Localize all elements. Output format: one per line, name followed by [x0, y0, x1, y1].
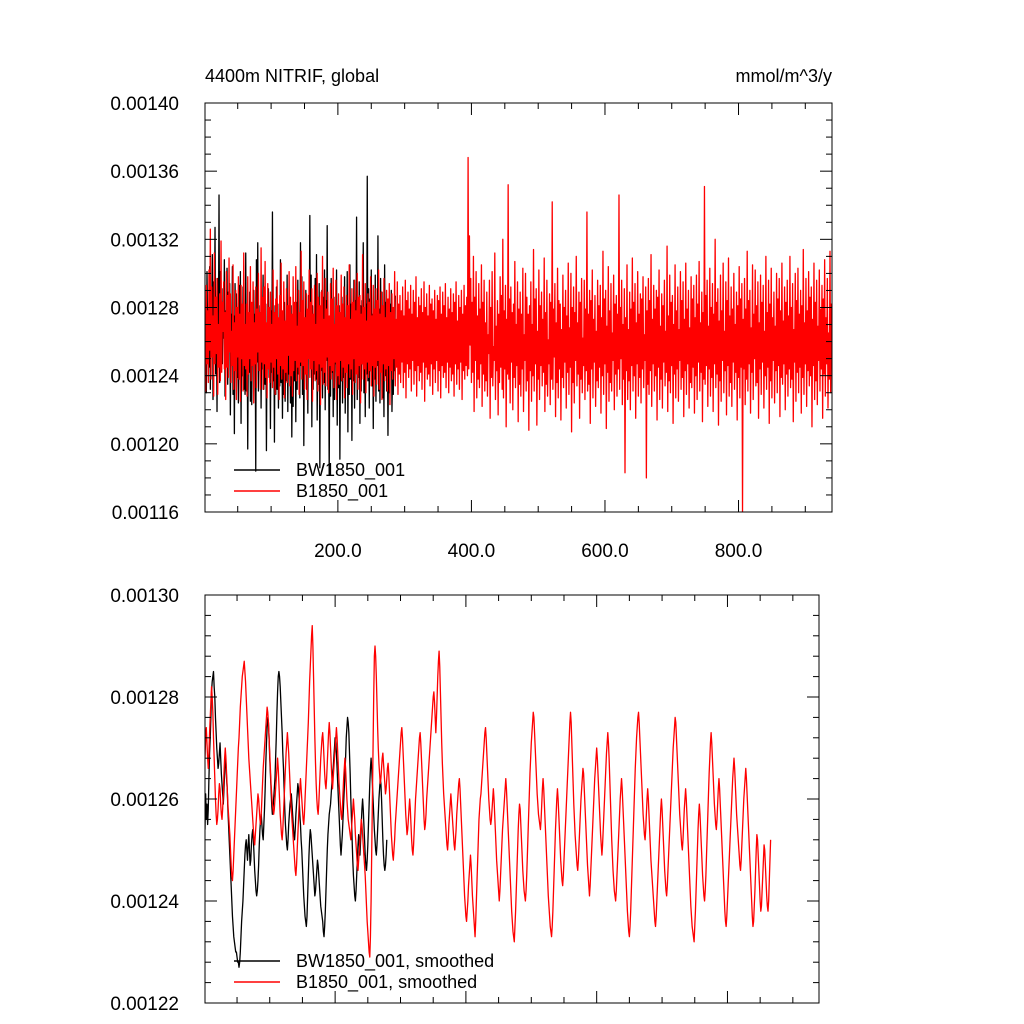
bottom-panel: 0.00122 0.00124 0.00126 0.00128 0.00130 BW185… — [110, 586, 820, 1015]
y-tick-label: 0.00128 — [110, 299, 179, 320]
y-tick-label: 0.00140 — [110, 94, 179, 115]
series-line-0-1 — [205, 156, 832, 512]
y-tick-label: 0.00126 — [110, 790, 179, 811]
series-line-1-0 — [205, 670, 388, 968]
x-tick-label: 400.0 — [448, 541, 496, 562]
series-line-1-1 — [205, 624, 772, 958]
y-tick-label: 0.00116 — [112, 503, 179, 524]
units-label: mmol/m^3/y — [736, 66, 832, 86]
y-tick-label: 0.00120 — [110, 435, 179, 456]
top-panel: 4400m NITRIF, global mmol/m^3/y 0.00116 0… — [110, 66, 833, 562]
x-tick-label: 800.0 — [715, 541, 763, 562]
y-tick-label: 0.00132 — [110, 230, 179, 251]
legend-label: BW1850_001 — [296, 460, 405, 481]
x-tick-label: 200.0 — [314, 541, 362, 562]
y-tick-label: 0.00128 — [110, 688, 179, 709]
y-tick-label: 0.00122 — [110, 994, 179, 1015]
y-tick-label: 0.00136 — [110, 162, 179, 183]
y-tick-label: 0.00130 — [110, 586, 179, 607]
y-tick-label: 0.00124 — [110, 367, 179, 388]
y-tick-label: 0.00124 — [110, 892, 179, 913]
legend-label: B1850_001 — [296, 481, 388, 502]
chart-title: 4400m NITRIF, global — [205, 66, 379, 86]
legend-label: BW1850_001, smoothed — [296, 951, 494, 972]
legend-label: B1850_001, smoothed — [296, 972, 477, 993]
x-tick-label: 600.0 — [581, 541, 629, 562]
